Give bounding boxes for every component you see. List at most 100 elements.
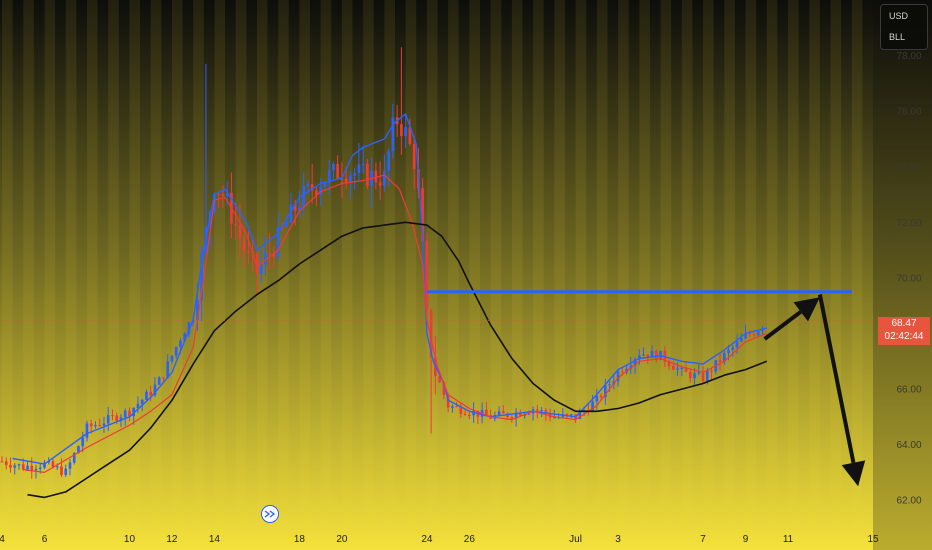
candle-body — [259, 264, 263, 274]
session-band — [320, 0, 332, 528]
session-band — [256, 0, 268, 528]
candle-body — [89, 423, 93, 427]
candle-body — [4, 461, 8, 465]
candle-body — [98, 425, 102, 427]
session-band — [745, 0, 757, 528]
y-tick-label: 62.00 — [896, 496, 921, 507]
candle-body — [718, 360, 722, 362]
session-band — [214, 0, 226, 528]
candle-body — [739, 338, 743, 342]
current-price-value: 68.47 — [891, 318, 917, 329]
candle-body — [701, 372, 705, 382]
y-tick-label: 76.00 — [896, 107, 921, 118]
candle-body — [315, 190, 318, 195]
bar-countdown: 02:42:44 — [884, 331, 924, 342]
x-tick-label: 12 — [166, 534, 178, 545]
candle-body — [604, 385, 607, 398]
x-tick-label: 15 — [867, 534, 879, 545]
candle-body — [735, 341, 739, 348]
candle-body — [412, 143, 416, 170]
session-band — [639, 0, 650, 528]
session-band — [851, 0, 863, 528]
go-to-realtime-icon — [264, 510, 276, 518]
x-tick-label: 26 — [464, 534, 476, 545]
candle-body — [595, 395, 599, 402]
candle-body — [629, 365, 633, 369]
projection-arrow-shaft — [817, 294, 856, 464]
y-tick-label: 74.00 — [896, 162, 921, 173]
candle-body — [366, 163, 369, 186]
x-tick-label: 18 — [294, 534, 306, 545]
candle-body — [26, 465, 29, 470]
x-tick-label: 11 — [783, 534, 794, 545]
y-tick-label: 78.00 — [896, 51, 921, 62]
candle-body — [404, 127, 407, 137]
candle-body — [744, 333, 747, 339]
candle-body — [553, 417, 556, 419]
session-band — [618, 0, 629, 528]
projection-arrow-head — [793, 297, 820, 322]
go-to-realtime-button[interactable] — [261, 505, 279, 523]
candle-body — [451, 406, 454, 408]
session-band — [129, 0, 141, 528]
candle-body — [527, 413, 531, 415]
candle-body — [361, 163, 365, 165]
candle-body — [111, 415, 114, 417]
session-band — [766, 0, 778, 528]
candle-body — [485, 409, 488, 416]
candle-body — [608, 384, 611, 386]
unit-label[interactable]: BLL — [889, 32, 906, 42]
session-band — [660, 0, 672, 528]
candle-body — [446, 394, 450, 408]
session-band — [86, 0, 98, 528]
candle-body — [591, 401, 594, 412]
candle-body — [0, 461, 4, 463]
candle-body — [463, 413, 467, 415]
session-band — [469, 0, 480, 528]
candle-body — [128, 410, 131, 417]
candle-body — [353, 173, 356, 176]
candle-body — [13, 465, 17, 468]
candle-body — [162, 377, 165, 379]
x-tick-label: 7 — [700, 534, 706, 545]
candle-body — [136, 403, 140, 408]
y-tick-label: 66.00 — [896, 385, 921, 396]
candle-body — [374, 170, 378, 183]
candle-body — [710, 370, 713, 372]
candle-body — [72, 453, 76, 463]
candle-body — [510, 417, 514, 419]
x-tick-label: 24 — [421, 534, 433, 545]
candle-body — [502, 411, 505, 414]
session-band — [703, 0, 714, 528]
candle-body — [64, 468, 68, 475]
candle-body — [688, 371, 692, 379]
candle-body — [94, 425, 97, 427]
session-band — [788, 0, 799, 528]
candle-body — [298, 206, 301, 211]
candle-body — [145, 391, 148, 400]
candle-body — [438, 376, 441, 383]
candle-body — [183, 333, 187, 341]
currency-label[interactable]: USD — [889, 11, 909, 21]
candle-body — [544, 410, 548, 414]
session-band — [2, 0, 13, 528]
candle-body — [77, 446, 80, 454]
session-band — [44, 0, 56, 528]
currency-selector[interactable]: USD BLL — [880, 4, 928, 50]
candle-body — [756, 331, 760, 336]
candle-body — [455, 406, 458, 408]
projection-arrow-head — [841, 460, 866, 487]
candle-body — [383, 170, 386, 186]
candle-body — [302, 185, 305, 207]
candle-body — [497, 411, 501, 416]
candle-body — [459, 406, 463, 414]
candle-body — [442, 382, 446, 395]
candle-body — [349, 175, 352, 183]
session-band — [278, 0, 289, 528]
ma-short-line — [12, 113, 767, 465]
candle-body — [319, 186, 322, 195]
candle-body — [234, 223, 238, 226]
candle-body — [17, 464, 21, 466]
candle-body — [616, 371, 620, 382]
